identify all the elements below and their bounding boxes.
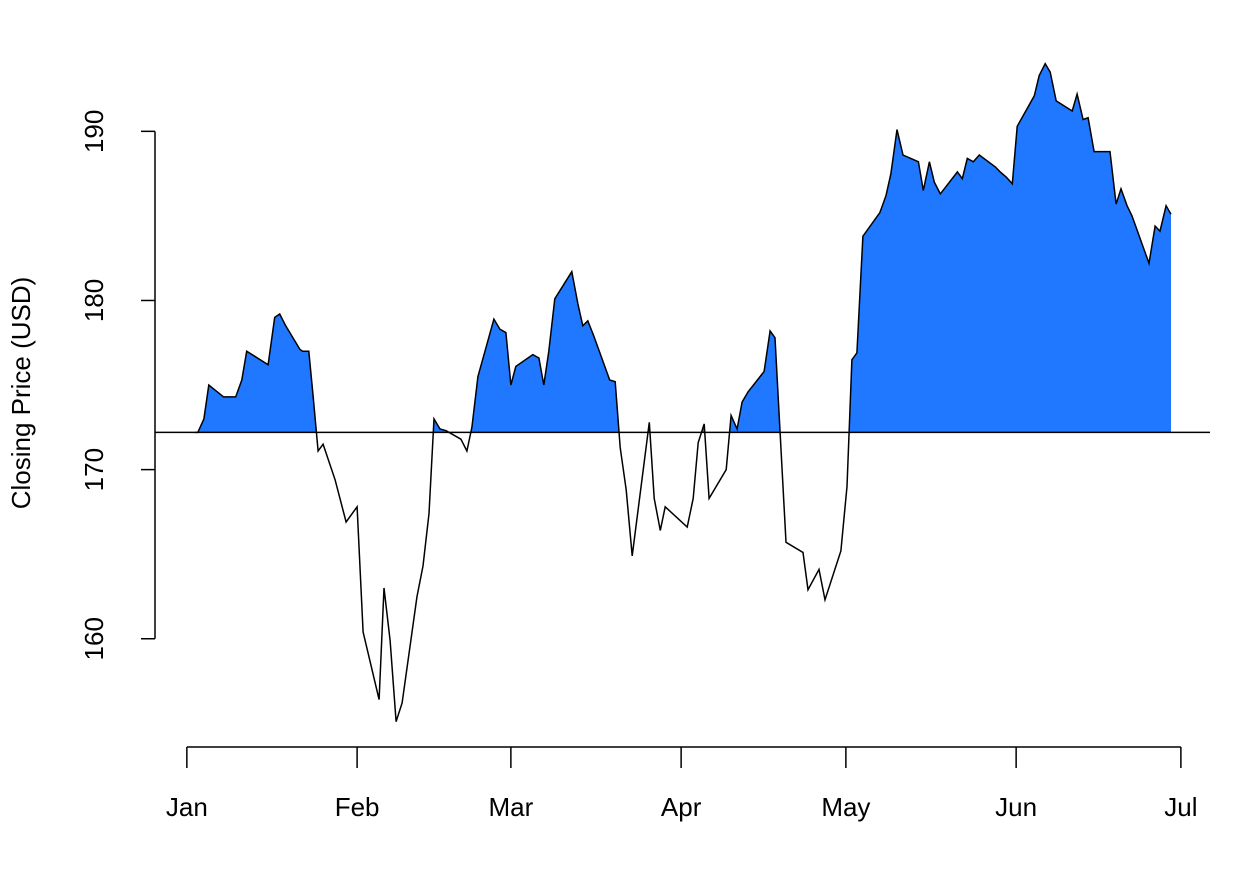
y-tick-label: 170: [79, 448, 109, 491]
area-above-baseline: [195, 63, 1171, 433]
x-tick-label: May: [821, 792, 870, 822]
y-tick-label: 180: [79, 279, 109, 322]
x-tick-label: Feb: [335, 792, 380, 822]
y-tick-label: 160: [79, 617, 109, 660]
y-tick-label: 190: [79, 110, 109, 153]
price-line: [195, 62, 1172, 722]
x-tick-label: Jul: [1164, 792, 1197, 822]
y-axis-label: Closing Price (USD): [6, 277, 36, 510]
x-tick-label: Jun: [995, 792, 1037, 822]
x-tick-label: Mar: [488, 792, 533, 822]
x-tick-label: Jan: [166, 792, 208, 822]
x-tick-label: Apr: [661, 792, 702, 822]
